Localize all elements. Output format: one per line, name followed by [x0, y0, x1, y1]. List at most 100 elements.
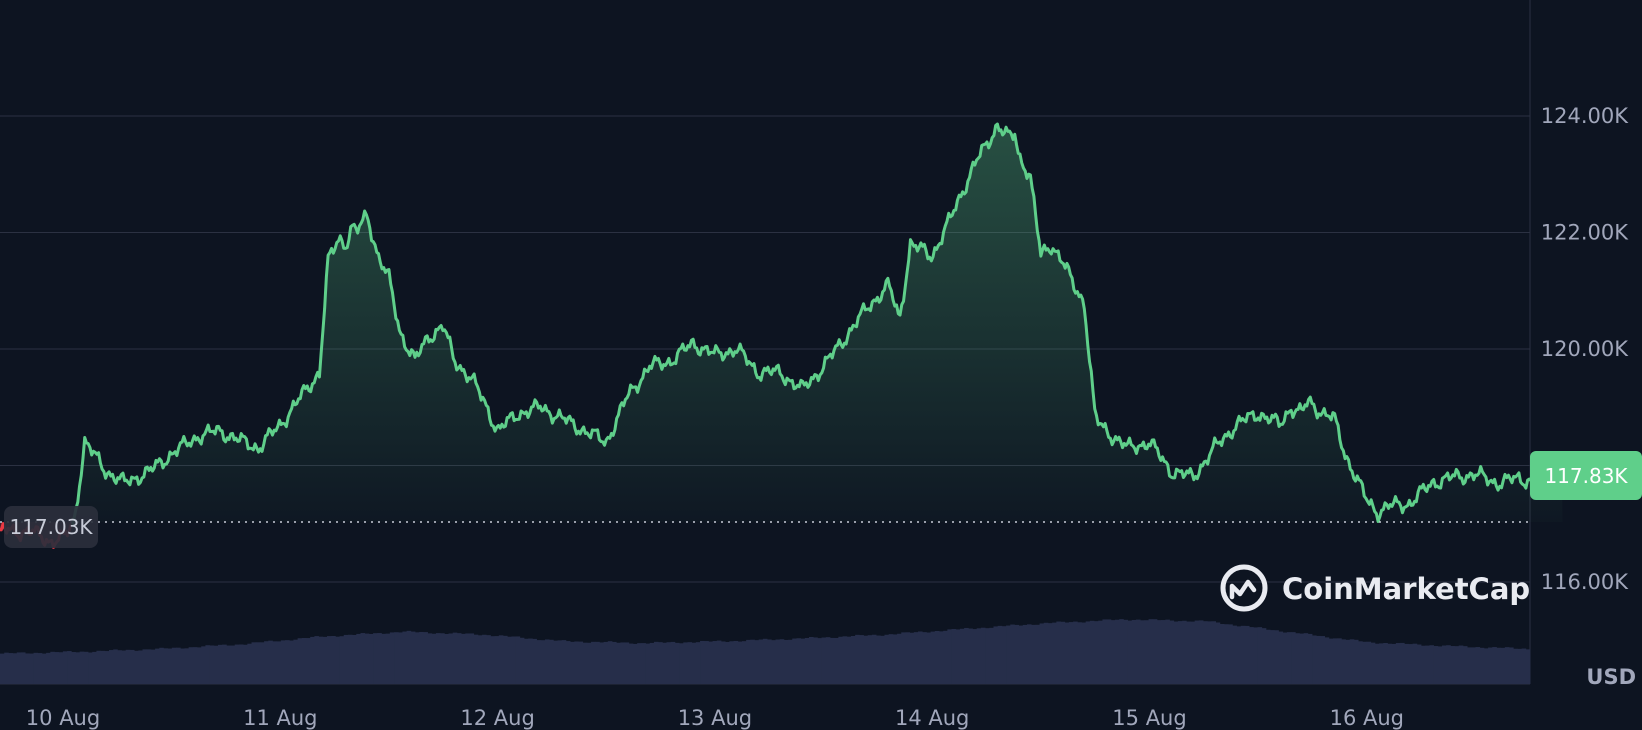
volume-bar: [1257, 627, 1263, 684]
volume-bar: [729, 641, 734, 684]
volume-bar: [452, 632, 458, 684]
volume-bar: [1332, 638, 1338, 684]
volume-bar: [1441, 645, 1447, 684]
volume-bar: [1186, 621, 1191, 684]
volume-bar: [892, 634, 898, 684]
volume-bar: [1236, 626, 1242, 684]
volume-bar: [1064, 622, 1070, 684]
watermark: CoinMarketCap: [1220, 564, 1530, 612]
volume-bar: [419, 631, 424, 684]
volume-bar: [913, 632, 919, 684]
volume-bar: [1224, 624, 1229, 684]
volume-bar: [1437, 646, 1443, 684]
volume-bar: [75, 652, 81, 684]
x-tick-label: 14 Aug: [895, 706, 969, 730]
volume-bar: [113, 649, 118, 684]
volume-bar: [385, 633, 391, 684]
volume-bar: [846, 636, 852, 684]
volume-bar: [1404, 643, 1409, 684]
volume-bar: [8, 653, 13, 684]
volume-bar: [809, 637, 814, 684]
volume-bar: [197, 647, 202, 684]
volume-bar: [725, 642, 730, 684]
volume-bar: [163, 648, 169, 684]
volume-bar: [641, 643, 646, 684]
volume-bar: [1249, 627, 1254, 684]
volume-bar: [783, 639, 789, 684]
volume-bar: [1211, 621, 1217, 684]
volume-bar: [1429, 645, 1434, 684]
volume-bar: [1098, 620, 1103, 684]
volume-bar: [712, 641, 718, 684]
volume-bar: [586, 642, 592, 684]
volume-bar: [335, 636, 340, 684]
volume-bar: [1006, 625, 1011, 684]
volume-bar: [1278, 631, 1284, 684]
volume-bar: [1018, 625, 1024, 684]
volume-bar: [997, 625, 1003, 684]
volume-bar: [188, 647, 194, 684]
volume-bar: [1504, 647, 1510, 684]
y-tick-label: 122.00K: [1541, 221, 1629, 245]
volume-bar: [1488, 647, 1493, 684]
volume-bar: [544, 639, 550, 684]
volume-bar: [859, 635, 864, 684]
volume-bar: [1341, 639, 1346, 684]
volume-bar: [574, 641, 579, 684]
y-tick-label: 120.00K: [1541, 337, 1629, 361]
volume-bar: [687, 642, 693, 684]
volume-bar: [1295, 633, 1300, 684]
volume-bar: [1345, 639, 1351, 684]
volume-bar: [775, 639, 781, 684]
volume-bar: [507, 636, 512, 684]
volume-bar: [637, 643, 642, 684]
volume-bar: [1500, 647, 1506, 684]
volume-bar: [871, 634, 877, 684]
volume-bar: [1207, 621, 1212, 684]
volume-bar: [1135, 619, 1141, 684]
volume-bar: [1446, 645, 1451, 684]
volume-bar: [192, 647, 198, 684]
volume-bar: [1035, 624, 1040, 684]
volume-bar: [171, 647, 177, 684]
volume-bar: [1353, 639, 1359, 684]
volume-bar: [1094, 621, 1099, 684]
volume-bar: [1081, 622, 1087, 684]
volume-bar: [264, 641, 269, 684]
volume-bar: [347, 634, 353, 684]
volume-bar: [406, 630, 412, 684]
volume-bar: [339, 636, 345, 684]
volume-bar: [867, 635, 873, 684]
open-price-badge: 117.03K: [4, 506, 98, 548]
volume-bar: [1152, 619, 1158, 684]
volume-bar: [71, 652, 76, 684]
volume-bar: [1408, 644, 1414, 684]
volume-bar: [662, 642, 667, 684]
volume-bar: [226, 645, 231, 684]
y-tick-label: 124.00K: [1541, 104, 1629, 128]
volume-bar: [741, 641, 747, 684]
volume-bar: [1077, 622, 1082, 684]
volume-bar: [1291, 632, 1296, 684]
volume-bar: [570, 641, 575, 684]
volume-bar: [771, 640, 776, 684]
volume-bar: [1513, 648, 1518, 684]
volume-bar: [1110, 620, 1116, 684]
volume-bar: [381, 633, 387, 684]
volume-bar: [624, 642, 630, 684]
volume-bar: [1253, 627, 1258, 684]
volume-bar: [1320, 636, 1325, 684]
volume-bar: [1169, 620, 1175, 684]
volume-bar: [779, 639, 785, 684]
volume-bar: [121, 650, 127, 684]
volume-bar: [1198, 620, 1204, 684]
volume-bar: [234, 644, 240, 684]
volume-bar: [1525, 649, 1531, 684]
volume-bar: [490, 636, 496, 684]
volume-bar: [1400, 642, 1405, 684]
volume-bar: [1010, 624, 1015, 684]
volume-bar: [683, 642, 688, 684]
